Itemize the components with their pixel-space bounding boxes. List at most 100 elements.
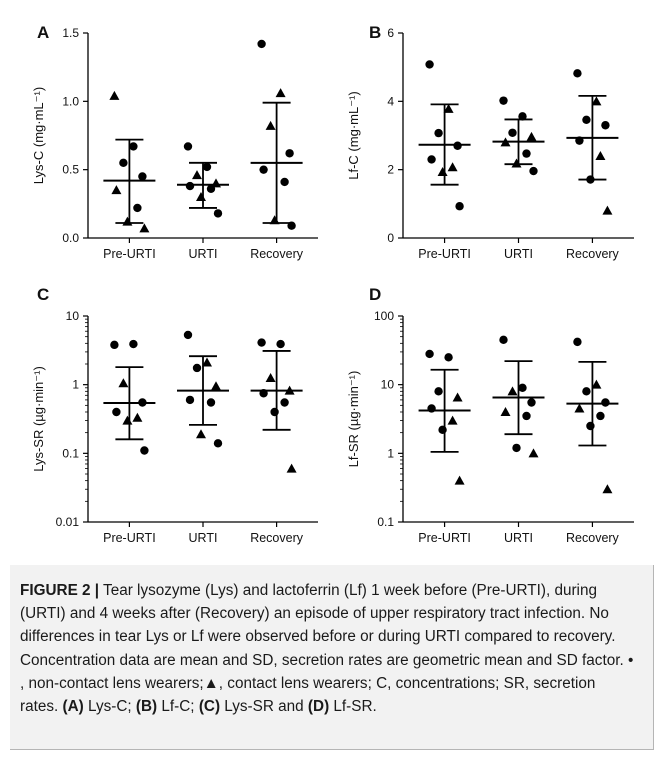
data-point-triangle-c (211, 381, 221, 391)
x-tick-label-b: Recovery (566, 247, 620, 261)
data-point-circle-c (112, 407, 121, 417)
data-point-circle-c (140, 446, 149, 455)
data-point-circle-b (508, 128, 517, 137)
data-point-circle-a (213, 209, 223, 218)
data-point-triangle-a (192, 170, 202, 180)
data-point-circle-b (601, 121, 610, 130)
caption-ref-a: (A) (62, 698, 84, 716)
y-tick-label-b: 6 (387, 26, 394, 40)
y-tick-label-d: 1 (387, 446, 394, 460)
caption-ref-d: (D) (307, 698, 330, 716)
data-point-circle-d (438, 425, 447, 435)
data-point-circle-d (518, 383, 527, 393)
data-point-circle-a (257, 39, 266, 49)
data-point-circle-a (129, 142, 138, 151)
data-point-circle-b (575, 136, 584, 145)
data-point-circle-a (138, 172, 147, 181)
data-point-circle-c (270, 407, 279, 417)
data-point-circle-c (110, 340, 119, 350)
y-tick-label-a: 1.0 (62, 94, 79, 108)
data-point-circle-b (522, 149, 531, 158)
data-point-circle-d (512, 443, 521, 453)
panel-label-a: A (37, 23, 49, 42)
x-tick-label-d: Pre-URTI (418, 531, 471, 545)
data-point-circle-c (276, 339, 285, 349)
data-point-circle-c (206, 398, 216, 407)
data-point-circle-d (425, 349, 434, 359)
data-point-circle-c (192, 363, 202, 373)
data-point-circle-d (427, 404, 436, 413)
data-point-circle-a (206, 184, 216, 193)
data-point-circle-a (202, 162, 212, 172)
data-point-triangle-c (202, 357, 212, 367)
data-point-triangle-c (286, 463, 297, 473)
data-point-circle-b (529, 166, 538, 176)
data-point-triangle-a (269, 215, 280, 225)
y-tick-label-c: 0.1 (62, 446, 79, 460)
data-point-triangle-a (109, 90, 120, 100)
data-point-triangle-b (443, 103, 454, 113)
figure-caption: FIGURE 2 | Tear lysozyme (Lys) and lacto… (20, 579, 635, 718)
data-point-triangle-c (196, 429, 206, 439)
y-tick-label-c: 0.01 (56, 515, 80, 529)
y-axis-title-b: Lf-C (mg·mL⁻¹) (346, 91, 361, 179)
data-point-triangle-c (284, 385, 295, 395)
data-point-circle-c (280, 398, 289, 407)
data-point-circle-a (280, 177, 289, 187)
y-axis-title-c: Lys-SR (µg·min⁻¹) (31, 366, 46, 472)
data-point-triangle-d (574, 403, 585, 413)
data-point-circle-b (427, 155, 436, 164)
data-point-circle-d (586, 421, 595, 431)
y-tick-label-d: 10 (381, 378, 395, 392)
data-point-circle-d (444, 353, 453, 362)
caption-text-4: Lys-C; (83, 698, 136, 716)
caption-text-1: Tear lysozyme (Lys) and lactoferrin (Lf)… (20, 582, 628, 669)
caption-text-7: Lf-SR. (329, 698, 377, 716)
y-axis-title-d: Lf-SR (µg·min⁻¹) (346, 371, 361, 468)
caption-box (10, 565, 654, 750)
caption-ref-c: (C) (198, 698, 221, 716)
x-tick-label-a: URTI (189, 247, 218, 261)
data-point-triangle-d (452, 392, 463, 402)
y-tick-label-b: 0 (387, 231, 394, 245)
data-point-circle-d (434, 387, 443, 396)
y-tick-label-b: 2 (387, 163, 394, 177)
data-point-circle-a (133, 203, 142, 213)
data-point-triangle-b (511, 158, 522, 168)
figure-panels: A 0.0 0.5 1.0 1.5 Pre-URTI URTI Recovery Lys-C (… (31, 23, 634, 545)
y-axis-title-a: Lys-C (mg·mL⁻¹) (31, 87, 46, 184)
data-point-circle-a (119, 158, 128, 168)
y-tick-label-c: 10 (66, 309, 80, 323)
y-tick-label-c: 1 (72, 378, 79, 392)
panel-label-c: C (37, 285, 49, 304)
x-tick-label-d: URTI (504, 531, 533, 545)
data-point-circle-b (518, 112, 527, 121)
data-point-circle-d (522, 411, 531, 421)
y-tick-label-d: 0.1 (377, 515, 394, 529)
data-point-circle-c (183, 330, 193, 340)
x-tick-label-b: Pre-URTI (418, 247, 471, 261)
data-point-triangle-b (447, 162, 458, 172)
y-tick-label-a: 1.5 (62, 26, 79, 40)
data-point-circle-c (185, 395, 195, 405)
data-point-triangle-c (132, 412, 143, 422)
data-point-triangle-a (265, 120, 276, 130)
x-tick-label-b: URTI (504, 247, 533, 261)
data-point-circle-b (582, 115, 591, 124)
x-tick-label-c: Pre-URTI (103, 531, 156, 545)
data-point-circle-a (185, 181, 195, 191)
caption-text-2: , non-contact lens wearers; (20, 674, 204, 692)
data-point-triangle-b (602, 205, 613, 215)
data-point-circle-b (425, 60, 434, 69)
data-point-triangle-d (507, 386, 518, 396)
caption-text-6: Lys-SR and (220, 698, 308, 716)
data-point-triangle-b (526, 131, 537, 141)
y-tick-label-b: 4 (387, 94, 394, 108)
data-point-circle-a (285, 149, 294, 158)
data-point-triangle-b (500, 137, 511, 147)
y-tick-label-d: 100 (374, 309, 394, 323)
data-point-triangle-c (118, 378, 129, 388)
triangle-symbol-icon: ▲ (203, 674, 219, 692)
panel-label-b: B (369, 23, 381, 42)
data-point-circle-b (499, 96, 508, 105)
